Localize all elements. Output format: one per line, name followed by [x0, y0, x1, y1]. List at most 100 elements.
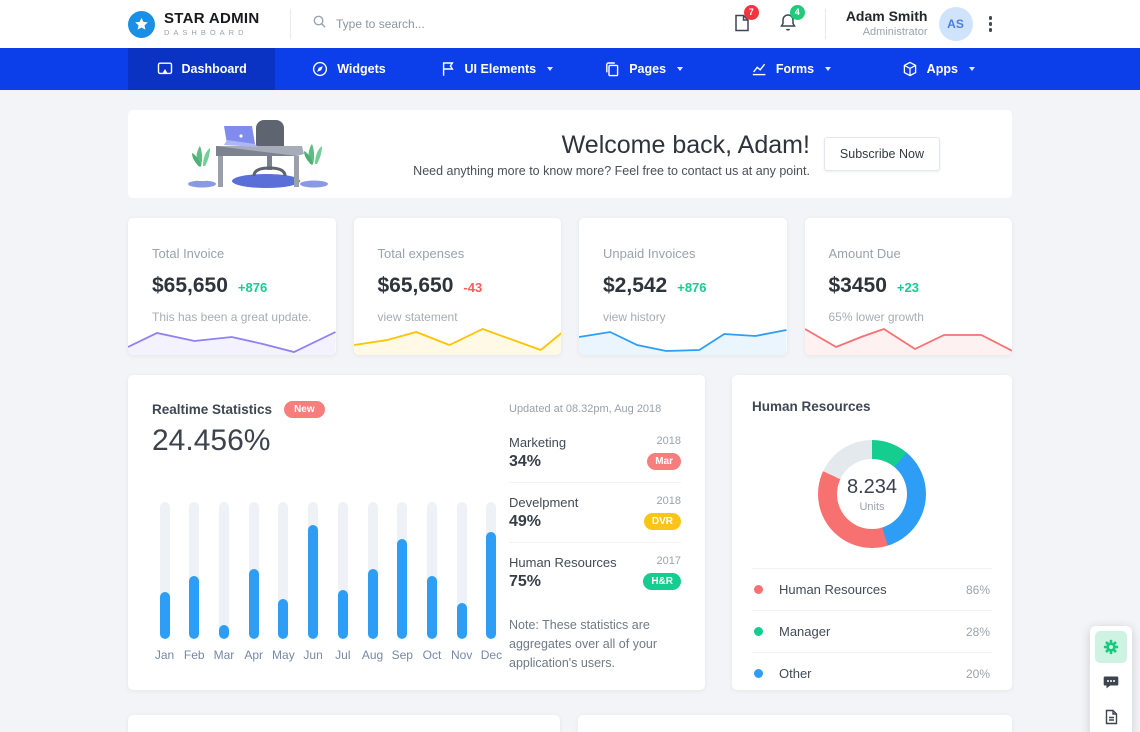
monthly-bar-chart: Jan Feb Mar Apr May Jun Jul Aug Sep Oct Nov Dec: [152, 502, 504, 662]
welcome-subtitle: Need anything more to know more? Feel fr…: [413, 163, 810, 178]
stat-card-note: view statement: [377, 310, 458, 324]
chevron-down-icon: [825, 67, 832, 71]
user-role: Administrator: [862, 25, 928, 38]
subscribe-now-button[interactable]: Subscribe Now: [823, 137, 940, 171]
stat-card-delta: -43: [463, 280, 483, 295]
messages-button[interactable]: 7: [733, 4, 759, 37]
bar-fill: [159, 592, 170, 639]
nav-item-dashboard[interactable]: Dashboard: [128, 48, 276, 90]
statistics-note: Note: These statistics are aggregates ov…: [509, 618, 658, 670]
flag-icon: [440, 61, 456, 77]
human-resources-card: Human Resources 8.234 Units Human Resour…: [732, 375, 1012, 690]
legend-percent: 86%: [965, 582, 990, 597]
fab-document-button[interactable]: [1095, 701, 1127, 732]
stat-card-value: $65,650: [152, 274, 228, 297]
entry-name: Marketing: [509, 435, 567, 450]
nav-item-widgets[interactable]: Widgets: [275, 48, 422, 90]
bar-month-label: Apr: [244, 648, 263, 662]
bar-month-label: Mar: [213, 648, 235, 662]
entry-name: Human Resources: [509, 555, 617, 570]
chevron-down-icon: [547, 67, 554, 71]
bar-track: [159, 502, 170, 639]
entry-percent: 34%: [509, 453, 542, 470]
entry-year: 2018: [656, 435, 681, 447]
entry-tag-badge: H&R: [643, 573, 681, 590]
stat-card-title: Total Invoice: [152, 246, 225, 261]
bar-fill: [278, 599, 289, 639]
user-name: Adam Smith: [845, 8, 928, 25]
search-input[interactable]: [336, 17, 516, 31]
bar-fill: [248, 569, 259, 639]
sparkline-chart: [353, 325, 561, 355]
legend-dot: [754, 669, 763, 678]
nav-item-label: Pages: [629, 62, 667, 76]
sparkline-chart: [579, 325, 787, 355]
legend-row-manager: Manager 28%: [752, 610, 992, 652]
document-icon: [1104, 709, 1119, 725]
notifications-button[interactable]: 4: [779, 4, 805, 37]
nav-item-forms[interactable]: Forms: [717, 48, 864, 90]
stat-card-value: $2,542: [603, 274, 668, 297]
nav-item-ui-elements[interactable]: UI Elements: [423, 48, 570, 90]
chat-icon: [1103, 674, 1119, 690]
nav-item-label: Apps: [926, 62, 958, 76]
stat-card-amount-due: Amount Due $3450 +23 65% lower growth: [804, 218, 1012, 355]
bar-fill: [426, 575, 437, 639]
bar-month-label: Nov: [451, 648, 473, 662]
bottom-right-card: [578, 715, 1012, 732]
donut-center-label: Units: [859, 500, 885, 513]
fab-chat-button[interactable]: [1095, 666, 1127, 698]
entry-tag-badge: DVR: [643, 513, 681, 530]
legend-label: Human Resources: [779, 582, 887, 597]
bar-fill: [218, 625, 229, 639]
nav-item-pages[interactable]: Pages: [570, 48, 717, 90]
stat-card-value: $65,650: [377, 274, 454, 297]
stat-card-total-expenses: Total expenses $65,650 -43 view statement: [353, 218, 561, 355]
sparkline-chart: [128, 325, 336, 355]
fab-gear-button[interactable]: [1095, 631, 1127, 663]
brand-logo[interactable]: STAR ADMIN DASHBOARD: [128, 10, 290, 38]
legend-percent: 20%: [965, 666, 990, 681]
avatar[interactable]: AS: [938, 7, 973, 41]
chart-line-icon: [751, 61, 767, 77]
stat-card-note: This has been a great update.: [152, 310, 312, 324]
kebab-menu-icon[interactable]: [988, 16, 992, 32]
header-divider: [290, 9, 291, 39]
stat-card-total-invoice: Total Invoice $65,650 +876 This has been a …: [128, 218, 336, 355]
entry-percent: 49%: [509, 513, 542, 530]
bar-column-sep: Sep: [390, 502, 415, 662]
bar-column-may: May: [271, 502, 296, 662]
user-menu[interactable]: Adam Smith Administrator AS: [846, 7, 973, 41]
donut-center-value: 8.234: [846, 475, 898, 498]
stat-entry-marketing: Marketing 34% 2018 Mar: [509, 423, 681, 483]
header-divider: [824, 9, 826, 39]
brand-name: STAR ADMIN: [164, 10, 260, 28]
pages-icon: [604, 61, 620, 77]
sparkline-chart: [804, 325, 1012, 355]
entry-name: Develpment: [509, 495, 579, 510]
bar-month-label: Jul: [335, 648, 351, 662]
monitor-icon: [157, 61, 173, 77]
stat-entry-human-resources: Human Resources 75% 2017 H&R: [509, 543, 681, 602]
desk-illustration: [154, 114, 364, 195]
bar-track: [367, 502, 378, 639]
bar-fill: [486, 532, 497, 639]
new-badge: New: [284, 401, 325, 418]
bar-month-label: May: [272, 648, 295, 662]
bar-column-dec: Dec: [479, 502, 504, 662]
nav-item-label: Dashboard: [181, 62, 247, 76]
stat-card-value: $3450: [828, 274, 887, 297]
brand-subtitle: DASHBOARD: [164, 28, 248, 38]
nav-item-label: Widgets: [337, 62, 386, 76]
legend-percent: 28%: [965, 624, 990, 639]
welcome-banner: Welcome back, Adam! Need anything more t…: [128, 110, 1012, 198]
nav-item-apps[interactable]: Apps: [865, 48, 1012, 90]
bar-column-aug: Aug: [360, 502, 385, 662]
bar-fill: [397, 539, 408, 639]
stat-card-unpaid-invoices: Unpaid Invoices $2,542 +876 view history: [579, 218, 787, 355]
stat-cards-row: Total Invoice $65,650 +876 This has been a …: [128, 218, 1012, 355]
bar-track: [397, 502, 408, 639]
box-icon: [902, 61, 918, 77]
stat-card-title: Total expenses: [377, 246, 465, 261]
search-icon: [313, 15, 326, 33]
